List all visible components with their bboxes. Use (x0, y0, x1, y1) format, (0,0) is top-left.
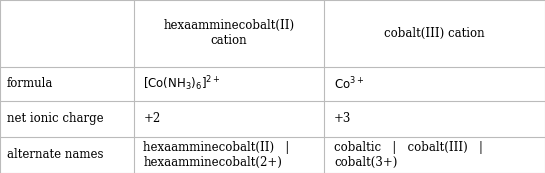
Text: +3: +3 (334, 112, 352, 125)
Text: cobalt(III) cation: cobalt(III) cation (384, 27, 485, 40)
Text: hexaamminecobalt(II)   |
hexaamminecobalt(2+): hexaamminecobalt(II) | hexaamminecobalt(… (143, 141, 289, 169)
Text: $\mathrm{Co}^{3+}$: $\mathrm{Co}^{3+}$ (334, 76, 365, 92)
Text: cobaltic   |   cobalt(III)   |
cobalt(3+): cobaltic | cobalt(III) | cobalt(3+) (334, 141, 483, 169)
Text: net ionic charge: net ionic charge (7, 112, 103, 125)
Text: hexaamminecobalt(II)
cation: hexaamminecobalt(II) cation (164, 19, 294, 47)
Text: $[\mathrm{Co(NH_3)_6}]^{2+}$: $[\mathrm{Co(NH_3)_6}]^{2+}$ (143, 75, 221, 93)
Text: +2: +2 (143, 112, 161, 125)
Text: formula: formula (7, 77, 53, 90)
Text: alternate names: alternate names (7, 148, 103, 161)
